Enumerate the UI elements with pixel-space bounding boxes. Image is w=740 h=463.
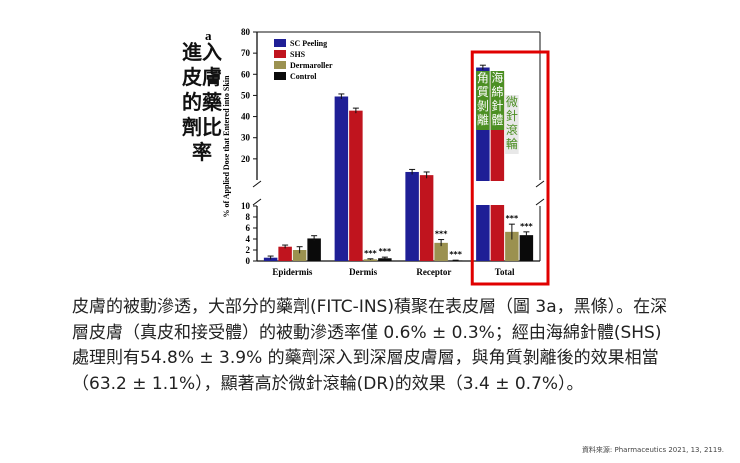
overlay-label-char: 輪 [506, 136, 518, 151]
side-label: 進入皮膚的藥劑比率 [182, 40, 222, 164]
overlay-label-char: 剝 [477, 99, 489, 113]
y-tick-label: 0 [246, 256, 251, 266]
highlight-box-total [470, 50, 550, 286]
legend-label: SHS [290, 50, 306, 59]
bar [434, 242, 448, 261]
y-tick-label: 8 [246, 212, 251, 222]
y-tick-label: 10 [241, 201, 251, 211]
overlay-label-char: 微 [506, 95, 518, 109]
legend-label: SC Peeling [290, 39, 327, 48]
bar [278, 246, 292, 261]
y-tick-label: 4 [246, 234, 251, 244]
bar [505, 231, 519, 261]
bar-break-gap [475, 181, 491, 205]
legend-swatch [274, 39, 286, 47]
y-tick-label: 60 [241, 69, 251, 79]
overlay-label-char: 針 [506, 108, 518, 123]
y-tick-label: 20 [241, 154, 251, 164]
overlay-label-bg [476, 71, 490, 130]
y-tick-label: 70 [241, 48, 251, 58]
bar [363, 259, 378, 261]
y-tick-label: 2 [246, 245, 251, 255]
overlay-label-char: 體 [491, 113, 503, 127]
x-tick-label: Receptor [416, 267, 451, 277]
bar [292, 250, 307, 261]
axis-break-mark [535, 180, 545, 188]
overlay-label-char: 針 [491, 98, 503, 113]
y-tick-label: 6 [246, 223, 251, 233]
overlay-label-char: 角 [477, 71, 489, 85]
y-axis-label: % of Applied Dose that Entered into Skin [222, 75, 231, 217]
bar [307, 238, 321, 261]
bar [448, 260, 463, 262]
y-tick-label: 50 [241, 90, 251, 100]
axis-break-mark [252, 180, 262, 188]
significance-mark: *** [506, 214, 519, 223]
x-tick-label: Total [495, 267, 515, 277]
overlay-label-char: 離 [477, 113, 489, 127]
y-tick-label: 30 [241, 133, 251, 143]
significance-mark: *** [364, 249, 377, 258]
overlay-label-char: 滾 [506, 123, 518, 137]
bar [405, 171, 419, 261]
overlay-label-bg [505, 95, 519, 154]
axis-break-mark [252, 198, 262, 206]
bar-break-gap [490, 181, 505, 205]
legend-label: Dermaroller [290, 61, 333, 70]
y-tick-label: 80 [241, 27, 251, 37]
overlay-label-char: 綿 [491, 85, 503, 99]
legend-swatch [274, 61, 286, 69]
bar [378, 258, 392, 261]
source-citation: 資料來源: Pharmaceutics 2021, 13, 2119. [581, 446, 724, 454]
y-tick-label: 40 [241, 112, 251, 122]
overlay-label-char: 質 [477, 84, 489, 99]
overlay-label-char: 海 [491, 70, 503, 85]
x-tick-label: Dermis [349, 267, 377, 277]
caption-text: 皮膚的被動滲透，大部分的藥劑(FITC-INS)積聚在表皮層（圖 3a，黑條）。… [72, 297, 668, 394]
significance-mark: *** [435, 230, 448, 239]
overlay-label-bg [490, 71, 505, 130]
x-tick-label: Epidermis [272, 267, 313, 277]
legend-swatch [274, 72, 286, 80]
axis-break-mark [535, 198, 545, 206]
bar [419, 175, 434, 261]
bar [519, 235, 534, 261]
panel-letter: a [205, 28, 212, 43]
bar [334, 96, 349, 261]
legend-swatch [274, 50, 286, 58]
significance-mark: *** [379, 247, 392, 256]
significance-mark: *** [520, 222, 533, 231]
legend-label: Control [290, 72, 317, 81]
bar [349, 110, 363, 261]
significance-mark: *** [449, 250, 462, 259]
